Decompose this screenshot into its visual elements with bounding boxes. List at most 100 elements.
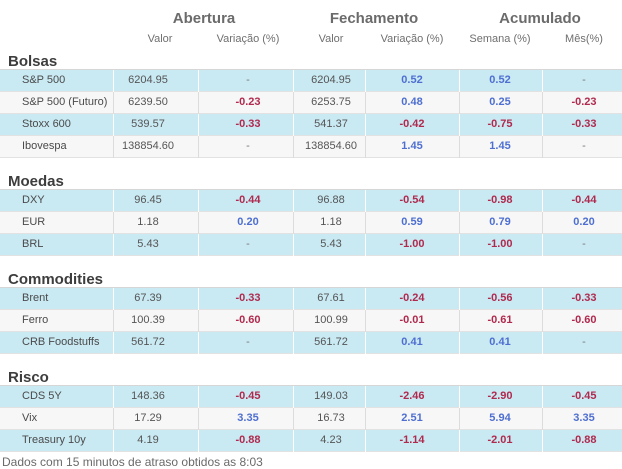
table-row[interactable]: Treasury 10y 4.19 -0.88 4.23 -1.14 -2.01 -0.88 <box>0 430 622 452</box>
cell-open-var: -0.23 <box>235 96 261 108</box>
column-separator <box>293 288 294 310</box>
column-separator <box>198 92 199 114</box>
row-label: BRL <box>22 238 44 250</box>
column-separator <box>293 234 294 256</box>
cell-close-var: -1.14 <box>399 434 425 446</box>
column-separator <box>198 136 199 158</box>
column-separator <box>113 136 114 158</box>
cell-close-var: -0.42 <box>399 118 425 130</box>
subheader-variacao-abertura: Variação (%) <box>216 33 280 45</box>
row-label: DXY <box>22 194 45 206</box>
column-separator <box>542 114 543 136</box>
column-separator <box>293 408 294 430</box>
cell-open-var: -0.45 <box>235 390 261 402</box>
cell-open: 5.43 <box>137 238 159 250</box>
column-separator <box>459 190 460 212</box>
section-title-commodities: Commodities <box>8 271 104 288</box>
column-separator <box>542 92 543 114</box>
cell-open: 6239.50 <box>128 96 168 108</box>
column-separator <box>198 332 199 354</box>
cell-close: 6253.75 <box>311 96 351 108</box>
cell-week: -2.01 <box>487 434 513 446</box>
column-separator <box>365 430 366 452</box>
table-row[interactable]: BRL 5.43 - 5.43 -1.00 -1.00 - <box>0 234 622 256</box>
column-separator <box>459 114 460 136</box>
column-separator <box>198 234 199 256</box>
table-row[interactable]: Brent 67.39 -0.33 67.61 -0.24 -0.56 -0.33 <box>0 288 622 310</box>
column-separator <box>542 212 543 234</box>
column-separator <box>198 310 199 332</box>
subheader-valor-fechamento: Valor <box>318 33 344 45</box>
column-separator <box>542 430 543 452</box>
column-separator <box>113 190 114 212</box>
column-separator <box>365 190 366 212</box>
cell-close-var: 0.52 <box>401 74 423 86</box>
row-label: CDS 5Y <box>22 390 62 402</box>
cell-open-var: - <box>246 238 250 250</box>
column-separator <box>459 234 460 256</box>
column-separator <box>113 288 114 310</box>
cell-month: -0.60 <box>571 314 597 326</box>
table-row[interactable]: Ferro 100.39 -0.60 100.99 -0.01 -0.61 -0.60 <box>0 310 622 332</box>
table-row[interactable]: CRB Foodstuffs 561.72 - 561.72 0.41 0.41 - <box>0 332 622 354</box>
row-label: Stoxx 600 <box>22 118 71 130</box>
cell-open: 6204.95 <box>128 74 168 86</box>
cell-open-var: - <box>246 336 250 348</box>
column-separator <box>198 288 199 310</box>
subheader-variacao-fechamento: Variação (%) <box>380 33 444 45</box>
column-separator <box>459 310 460 332</box>
table-row[interactable]: DXY 96.45 -0.44 96.88 -0.54 -0.98 -0.44 <box>0 190 622 212</box>
cell-close: 5.43 <box>320 238 342 250</box>
column-separator <box>198 70 199 92</box>
cell-week: 0.25 <box>489 96 511 108</box>
table-row[interactable]: S&P 500 6204.95 - 6204.95 0.52 0.52 - <box>0 70 622 92</box>
table-row[interactable]: S&P 500 (Futuro) 6239.50 -0.23 6253.75 0.48 0… <box>0 92 622 114</box>
column-separator <box>542 70 543 92</box>
cell-open-var: - <box>246 74 250 86</box>
group-header-fechamento: Fechamento <box>329 10 419 27</box>
column-separator <box>113 212 114 234</box>
cell-open-var: 3.35 <box>237 412 259 424</box>
table-row[interactable]: CDS 5Y 148.36 -0.45 149.03 -2.46 -2.90 -0.45 <box>0 386 622 408</box>
column-separator <box>198 408 199 430</box>
column-separator <box>365 408 366 430</box>
cell-month: -0.33 <box>571 292 597 304</box>
table-row[interactable]: EUR 1.18 0.20 1.18 0.59 0.79 0.20 <box>0 212 622 234</box>
cell-close-var: -0.54 <box>399 194 425 206</box>
cell-month: -0.33 <box>571 118 597 130</box>
cell-close-var: 0.41 <box>401 336 423 348</box>
column-separator <box>459 408 460 430</box>
column-separator <box>365 288 366 310</box>
section-title-risco: Risco <box>8 369 49 386</box>
column-separator <box>293 430 294 452</box>
column-separator <box>365 310 366 332</box>
row-label: Brent <box>22 292 49 304</box>
cell-month: -0.44 <box>571 194 597 206</box>
table-row[interactable]: Stoxx 600 539.57 -0.33 541.37 -0.42 -0.75 -0.3… <box>0 114 622 136</box>
column-separator <box>542 408 543 430</box>
cell-open: 539.57 <box>131 118 165 130</box>
column-separator <box>293 70 294 92</box>
cell-close-var: -1.00 <box>399 238 425 250</box>
table-row[interactable]: Vix 17.29 3.35 16.73 2.51 5.94 3.35 <box>0 408 622 430</box>
column-separator <box>365 234 366 256</box>
column-separator <box>365 92 366 114</box>
cell-month: -0.88 <box>571 434 597 446</box>
cell-close: 561.72 <box>314 336 348 348</box>
cell-close: 4.23 <box>320 434 342 446</box>
row-label: Treasury 10y <box>22 434 86 446</box>
cell-close-var: 0.48 <box>401 96 423 108</box>
row-label: Ibovespa <box>22 140 67 152</box>
footer-note: Dados com 15 minutos de atraso obtidos a… <box>2 455 263 469</box>
cell-month: - <box>582 336 586 348</box>
cell-open-var: -0.60 <box>235 314 261 326</box>
column-separator <box>113 114 114 136</box>
group-header-abertura: Abertura <box>172 10 236 27</box>
column-separator <box>293 212 294 234</box>
column-separator <box>293 310 294 332</box>
column-separator <box>365 114 366 136</box>
column-separator <box>113 332 114 354</box>
cell-week: 5.94 <box>489 412 511 424</box>
table-row[interactable]: Ibovespa 138854.60 - 138854.60 1.45 1.45 - <box>0 136 622 158</box>
row-label: Ferro <box>22 314 49 326</box>
